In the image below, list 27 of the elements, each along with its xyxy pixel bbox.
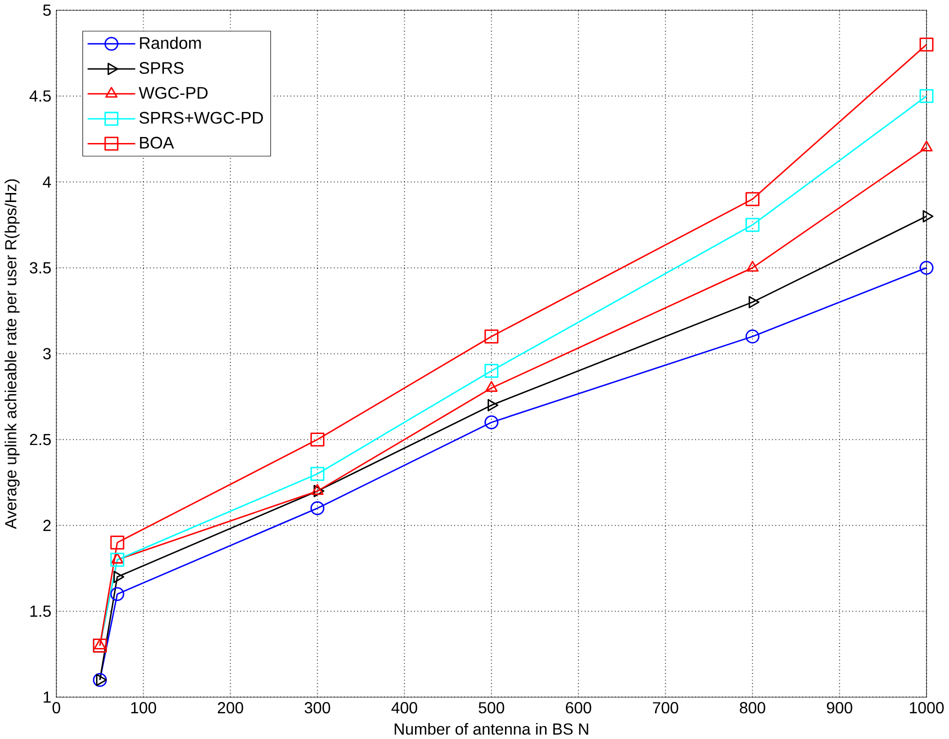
x-tick-label: 400 (391, 702, 418, 714)
x-tick-label: 1000 (910, 702, 944, 714)
x-tick-label: 900 (826, 702, 852, 714)
x-tick-label: 0 (52, 702, 60, 714)
y-tick-label: 1.5 (30, 605, 51, 617)
x-tick-label: 300 (304, 702, 330, 714)
x-tick-label: 500 (478, 702, 504, 714)
y-tick-label: 3 (43, 348, 51, 360)
legend-label: SPRS (139, 62, 184, 74)
y-tick-label: 1 (44, 691, 51, 702)
legend-label: SPRS+WGC-PD (139, 112, 263, 124)
y-tick-label: 4.5 (30, 90, 51, 102)
x-tick-label: 100 (131, 702, 156, 714)
x-tick-label: 800 (740, 702, 766, 714)
y-tick-label: 5 (43, 4, 51, 16)
x-tick-label: 600 (566, 702, 592, 714)
legend-label: WGC-PD (138, 86, 208, 99)
x-axis-title: Number of antenna in BS N (394, 722, 588, 735)
x-tick-label: 200 (218, 702, 244, 714)
x-tick-label: 700 (652, 702, 678, 714)
y-axis-title: Average uplink achieable rate per user R(bps/Hz) (4, 179, 20, 529)
legend-label: BOA (140, 136, 174, 148)
y-tick-label: 2 (43, 520, 51, 531)
y-tick-label: 2.5 (30, 434, 51, 446)
y-tick-label: 3.5 (30, 262, 51, 274)
y-tick-label: 4 (42, 176, 51, 188)
legend-label: Random (140, 36, 201, 49)
